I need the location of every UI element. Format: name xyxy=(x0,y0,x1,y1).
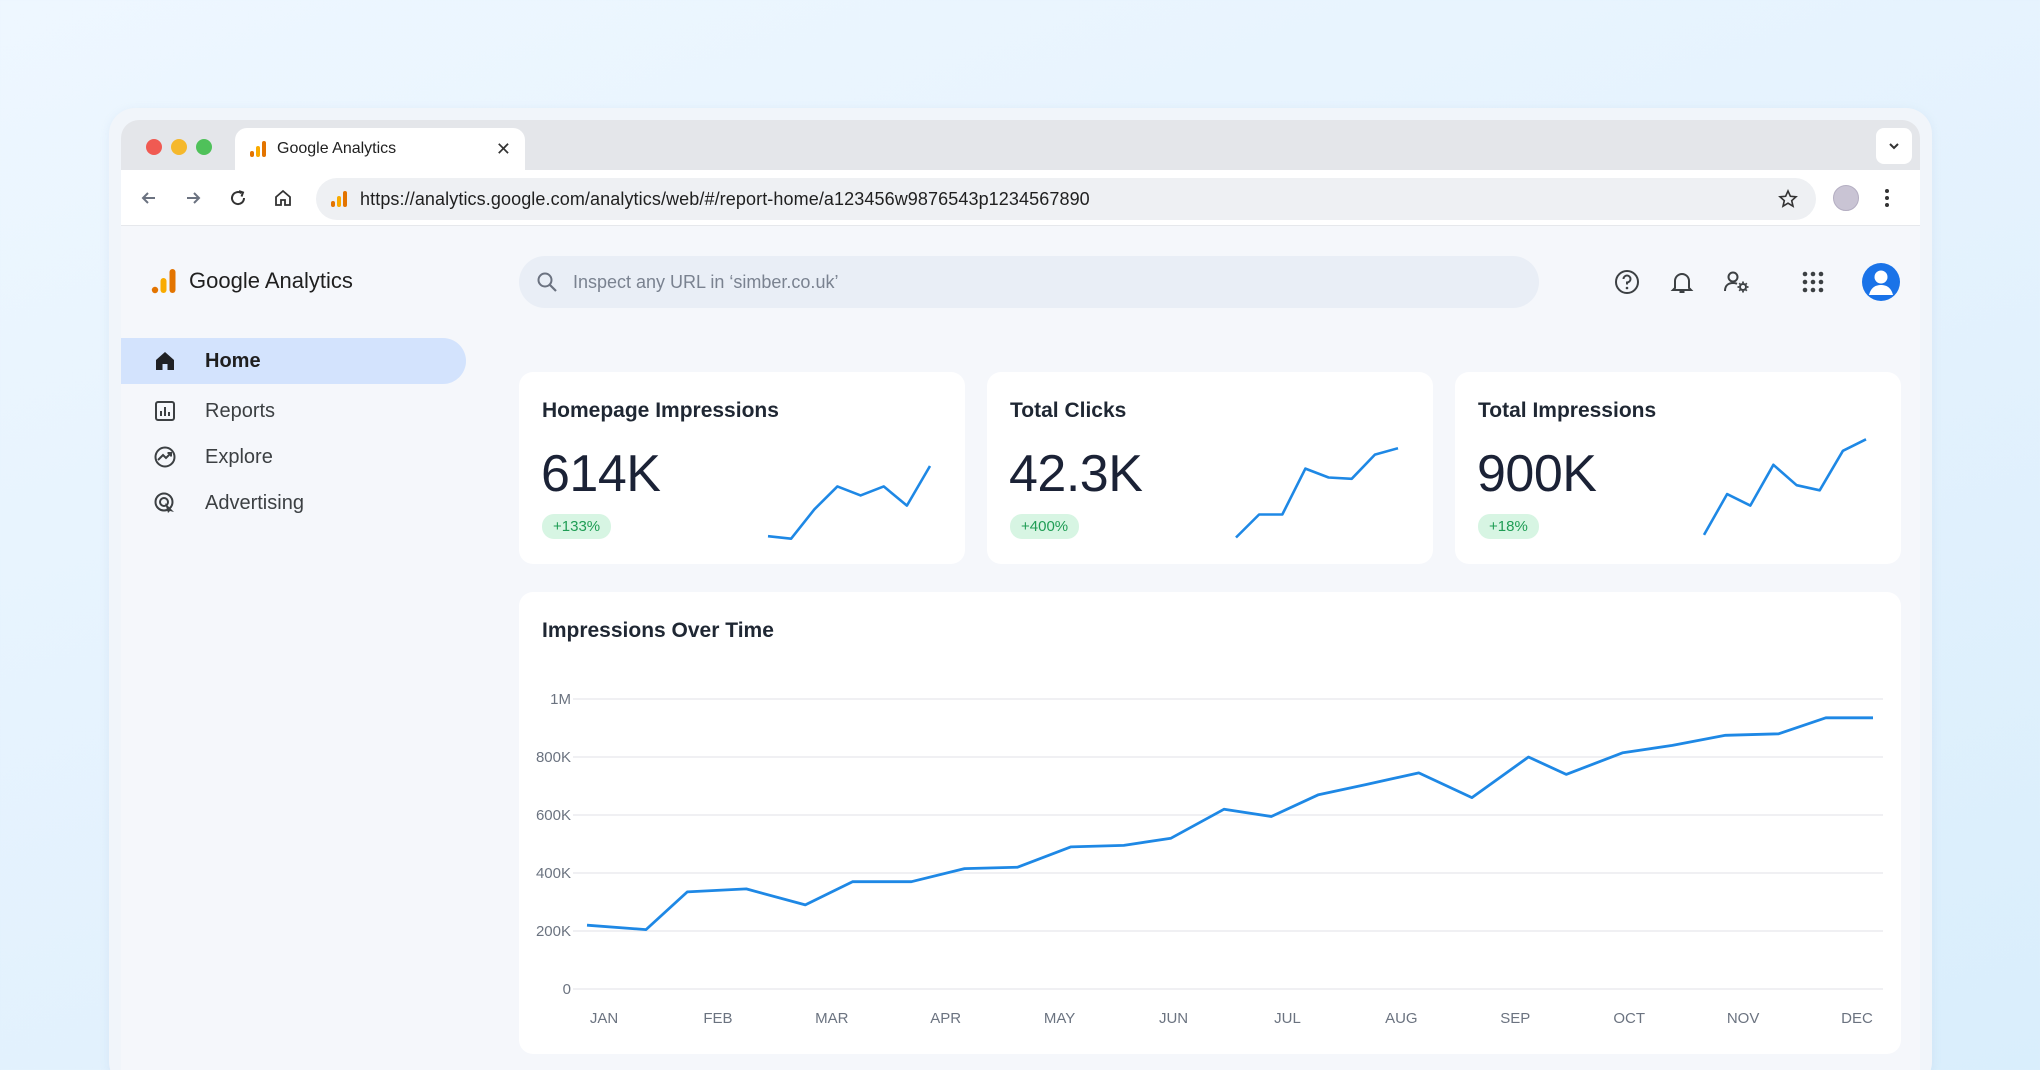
x-tick-label: FEB xyxy=(703,1010,732,1027)
browser-tab[interactable]: Google Analytics ✕ xyxy=(235,128,525,170)
back-icon[interactable] xyxy=(137,186,161,210)
search-icon xyxy=(537,272,557,292)
y-tick-label: 800K xyxy=(536,749,571,766)
y-tick-label: 600K xyxy=(536,807,571,824)
kpi-card-homepage-impressions[interactable]: Homepage Impressions 614K +133% xyxy=(519,372,965,564)
sparkline xyxy=(767,465,932,540)
impressions-line-chart: 0 200K 400K 600K 800K 1M JAN FEB MAR APR MAY JUN JUL… xyxy=(536,691,1883,1027)
tab-title: Google Analytics xyxy=(277,140,397,157)
x-tick-label: JAN xyxy=(590,1010,618,1027)
explore-icon xyxy=(154,446,176,468)
url-text: https://analytics.google.com/analytics/w… xyxy=(360,188,1090,209)
help-icon[interactable] xyxy=(1613,268,1641,296)
advertising-icon xyxy=(154,492,174,513)
google-analytics-logo-icon xyxy=(151,269,176,294)
sidebar-nav: Home Reports Explore Advertising xyxy=(121,338,466,526)
browser-menu-icon[interactable] xyxy=(1883,186,1891,215)
sidebar-item-label: Advertising xyxy=(205,491,304,514)
tab-strip: Google Analytics ✕ xyxy=(121,120,1920,170)
bell-icon[interactable] xyxy=(1668,268,1696,296)
x-tick-label: AUG xyxy=(1385,1010,1418,1027)
home-icon xyxy=(156,352,174,370)
ga-brand[interactable]: Google Analytics xyxy=(151,268,353,294)
close-window-button[interactable] xyxy=(146,139,162,155)
x-tick-label: MAY xyxy=(1044,1010,1075,1027)
sparkline xyxy=(1702,438,1867,536)
address-bar[interactable]: https://analytics.google.com/analytics/w… xyxy=(316,178,1816,220)
sidebar-item-advertising[interactable]: Advertising xyxy=(121,480,466,526)
minimize-window-button[interactable] xyxy=(171,139,187,155)
sidebar-item-reports[interactable]: Reports xyxy=(121,388,466,434)
google-analytics-favicon-icon xyxy=(250,141,266,157)
analytics-app: Google Analytics Home Reports Explore xyxy=(121,226,1920,1070)
bookmark-star-icon[interactable] xyxy=(1778,189,1798,209)
kpi-title: Homepage Impressions xyxy=(542,399,779,422)
reload-icon[interactable] xyxy=(226,186,250,210)
y-tick-label: 200K xyxy=(536,923,571,940)
kpi-delta-badge: +133% xyxy=(542,514,612,539)
account-avatar-icon[interactable] xyxy=(1862,263,1900,301)
kpi-card-total-impressions[interactable]: Total Impressions 900K +18% xyxy=(1455,372,1901,564)
manage-users-icon[interactable] xyxy=(1723,268,1751,296)
browser-profile-avatar[interactable] xyxy=(1833,185,1859,211)
x-tick-label: MAR xyxy=(815,1010,849,1027)
browser-toolbar: https://analytics.google.com/analytics/w… xyxy=(121,170,1920,226)
impressions-chart-card: Impressions Over Time 0 200K 400K 600K 800K 1… xyxy=(519,592,1901,1054)
reports-icon xyxy=(155,401,175,421)
kpi-value: 614K xyxy=(541,445,661,503)
maximize-window-button[interactable] xyxy=(196,139,212,155)
search-placeholder: Inspect any URL in ‘simber.co.uk’ xyxy=(573,271,839,292)
kpi-delta-badge: +400% xyxy=(1010,514,1080,539)
kpi-title: Total Clicks xyxy=(1010,399,1127,422)
kpi-value: 900K xyxy=(1477,445,1597,503)
sidebar-item-label: Home xyxy=(205,349,261,372)
impressions-series-line xyxy=(586,716,1873,932)
x-tick-label: JUN xyxy=(1159,1010,1188,1027)
x-tick-label: OCT xyxy=(1613,1010,1645,1027)
kpi-value: 42.3K xyxy=(1009,445,1143,503)
sidebar-item-label: Reports xyxy=(205,399,276,422)
sparkline-series xyxy=(1702,438,1867,536)
home-browser-icon[interactable] xyxy=(271,186,295,210)
x-tick-label: SEP xyxy=(1500,1010,1530,1027)
site-favicon-icon xyxy=(331,191,347,207)
x-tick-label: NOV xyxy=(1727,1010,1760,1027)
sidebar-item-label: Explore xyxy=(205,445,273,468)
forward-icon[interactable] xyxy=(181,186,205,210)
y-tick-label: 1M xyxy=(550,691,571,708)
chevron-down-icon xyxy=(1889,143,1899,150)
sparkline-series xyxy=(767,465,932,540)
x-tick-label: APR xyxy=(930,1010,961,1027)
apps-grid-icon[interactable] xyxy=(1799,268,1827,296)
x-tick-label: JUL xyxy=(1274,1010,1301,1027)
sidebar-item-home[interactable]: Home xyxy=(121,338,466,384)
kpi-delta-badge: +18% xyxy=(1478,514,1539,539)
x-tick-label: DEC xyxy=(1841,1010,1873,1027)
brand-name: Google Analytics xyxy=(189,268,353,293)
tab-search-dropdown[interactable] xyxy=(1876,128,1912,164)
url-inspect-search[interactable]: Inspect any URL in ‘simber.co.uk’ xyxy=(519,256,1539,308)
y-tick-label: 0 xyxy=(563,981,571,998)
kpi-title: Total Impressions xyxy=(1478,399,1657,422)
sidebar-item-explore[interactable]: Explore xyxy=(121,434,466,480)
browser-window: Google Analytics ✕ xyxy=(109,108,1932,1070)
kpi-card-total-clicks[interactable]: Total Clicks 42.3K +400% xyxy=(987,372,1433,564)
sparkline-series xyxy=(1235,446,1399,539)
tab-close-icon[interactable]: ✕ xyxy=(495,138,511,159)
y-tick-label: 400K xyxy=(536,865,571,882)
chart-title: Impressions Over Time xyxy=(542,619,774,642)
browser-content: Google Analytics ✕ xyxy=(121,120,1920,1070)
sparkline xyxy=(1235,446,1399,539)
